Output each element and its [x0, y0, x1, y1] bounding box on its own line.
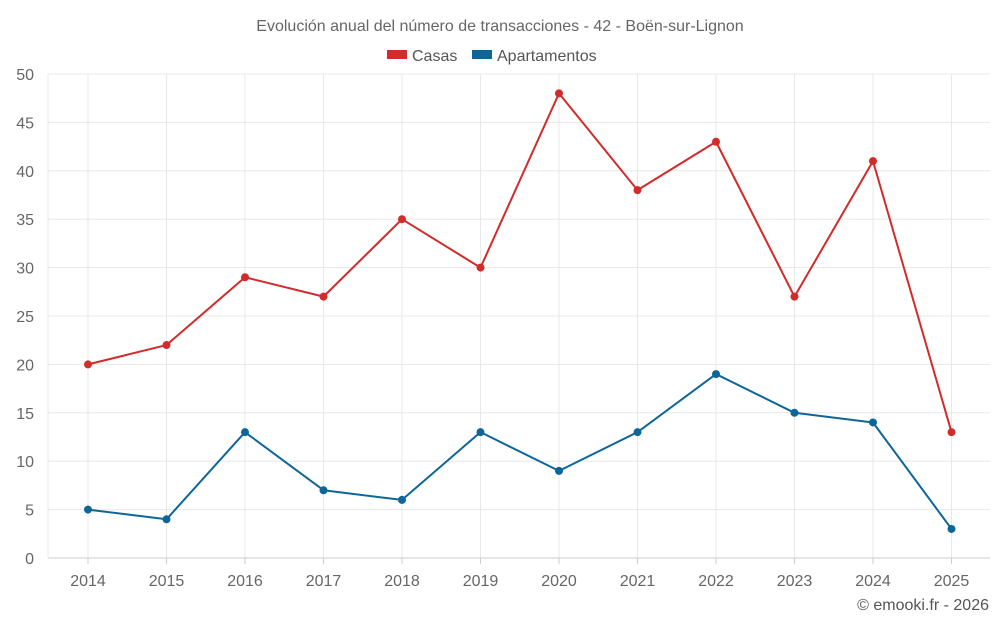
x-tick-label: 2015	[149, 573, 185, 590]
series-line-apartamentos	[87, 373, 953, 530]
data-point-casas[interactable]	[319, 292, 328, 301]
x-tick-label: 2020	[541, 573, 577, 590]
x-tick-label: 2017	[306, 573, 342, 590]
series-casas	[84, 89, 956, 437]
x-tick-label: 2019	[463, 573, 499, 590]
data-point-apartamentos[interactable]	[398, 495, 406, 504]
data-point-apartamentos[interactable]	[633, 428, 642, 437]
x-tick-label: 2024	[855, 573, 891, 590]
data-point-apartamentos[interactable]	[869, 418, 877, 427]
y-tick-label: 50	[16, 67, 34, 84]
x-tick-label: 2025	[934, 573, 970, 590]
y-tick-label: 0	[25, 551, 34, 568]
data-point-casas[interactable]	[398, 215, 406, 224]
data-point-casas[interactable]	[476, 263, 485, 272]
legend-label-apartamentos: Apartamentos	[497, 48, 597, 65]
data-point-casas[interactable]	[555, 89, 563, 98]
x-tick-label: 2022	[698, 573, 734, 590]
y-tick-label: 10	[16, 454, 34, 471]
data-point-apartamentos[interactable]	[947, 524, 956, 533]
data-point-casas[interactable]	[712, 137, 720, 146]
data-point-casas[interactable]	[84, 360, 92, 369]
y-tick-label: 20	[16, 357, 34, 374]
data-point-casas[interactable]	[869, 157, 877, 166]
data-point-casas[interactable]	[947, 428, 956, 437]
legend-item-apartamentos[interactable]: Apartamentos	[472, 48, 597, 65]
y-tick-label: 30	[16, 261, 34, 278]
x-tick-label: 2021	[620, 573, 656, 590]
data-point-apartamentos[interactable]	[790, 408, 799, 417]
series-apartamentos	[84, 370, 956, 533]
copyright-footer: © emooki.fr - 2026	[857, 597, 989, 614]
legend-swatch-casas	[387, 50, 407, 59]
x-tick-label: 2018	[384, 573, 420, 590]
data-point-apartamentos[interactable]	[712, 370, 720, 379]
series-line-casas	[87, 92, 953, 433]
legend-swatch-apartamentos	[472, 50, 492, 59]
y-tick-label: 15	[16, 406, 34, 423]
data-point-casas[interactable]	[162, 341, 171, 350]
data-point-casas[interactable]	[241, 273, 249, 282]
legend-label-casas: Casas	[412, 48, 457, 65]
chart-title: Evolución anual del número de transaccio…	[256, 18, 743, 35]
data-point-apartamentos[interactable]	[476, 428, 485, 437]
y-tick-label: 40	[16, 164, 34, 181]
legend-item-casas[interactable]: Casas	[387, 48, 457, 65]
x-tick-label: 2023	[777, 573, 813, 590]
data-point-casas[interactable]	[790, 292, 799, 301]
data-point-apartamentos[interactable]	[555, 466, 563, 475]
grid	[48, 73, 990, 558]
data-point-apartamentos[interactable]	[84, 505, 92, 514]
x-tick-label: 2014	[70, 573, 106, 590]
y-tick-label: 35	[16, 212, 34, 229]
y-tick-label: 45	[16, 115, 34, 132]
data-point-apartamentos[interactable]	[241, 428, 249, 437]
data-point-casas[interactable]	[633, 186, 642, 195]
data-point-apartamentos[interactable]	[319, 486, 328, 495]
legend: Casas Apartamentos	[387, 48, 597, 65]
x-tick-label: 2016	[227, 573, 263, 590]
y-tick-label: 5	[25, 503, 34, 520]
series	[84, 89, 956, 533]
data-point-apartamentos[interactable]	[162, 515, 171, 524]
y-tick-label: 25	[16, 309, 34, 326]
